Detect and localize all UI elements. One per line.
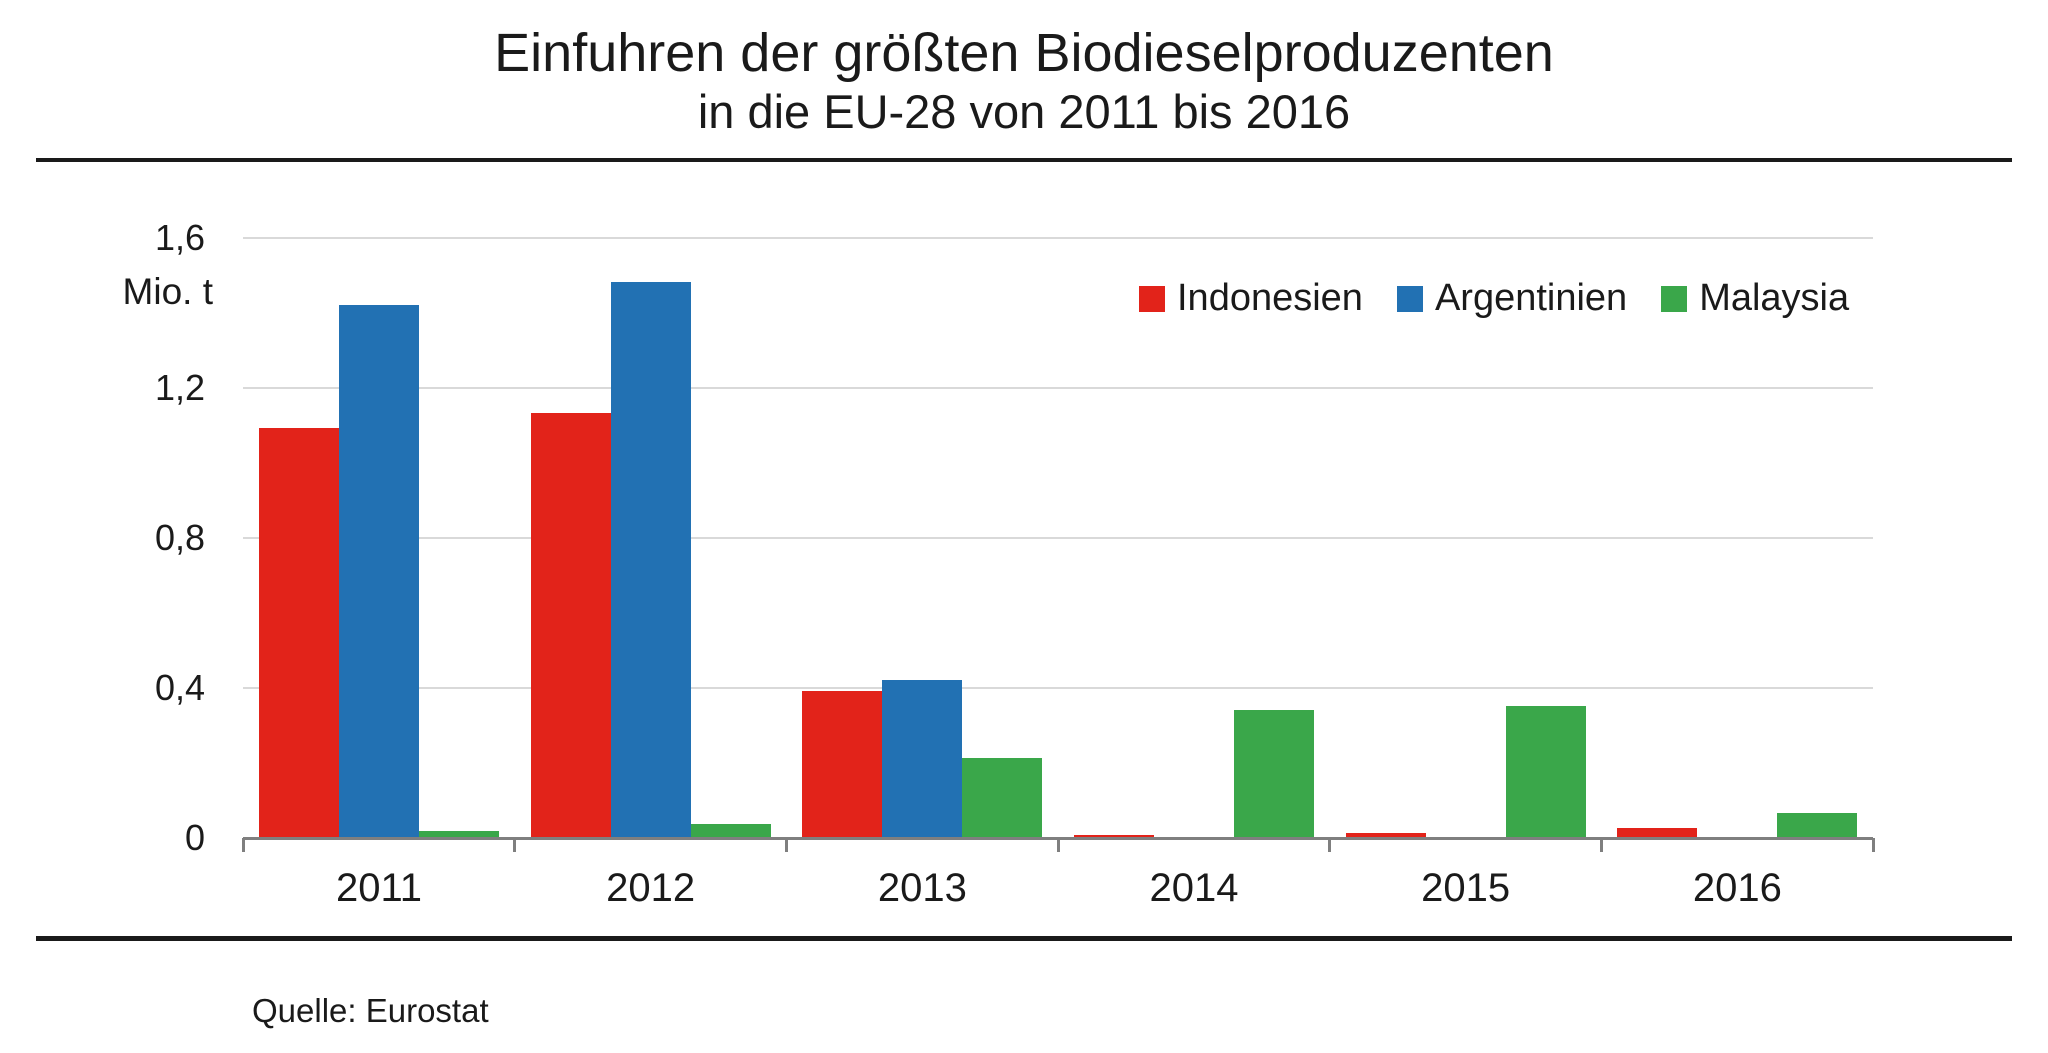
legend-swatch-argentinien-icon [1396, 285, 1423, 312]
x-category-label-2013: 2013 [877, 866, 967, 910]
bar-argentinien-2011 [338, 304, 419, 837]
plot-area [241, 237, 1875, 852]
gridline-0,8 [243, 537, 1873, 539]
bar-malaysia-2011 [418, 831, 499, 837]
y-tick-label-0,4: 0,4 [154, 667, 205, 708]
bar-indonesien-2011 [258, 428, 339, 837]
x-category-label-2015: 2015 [1421, 866, 1511, 910]
y-tick-label-0,8: 0,8 [154, 517, 205, 558]
bar-malaysia-2014 [1233, 709, 1314, 837]
legend-swatch-indonesien-icon [1139, 285, 1165, 312]
title-divider-line [36, 158, 2012, 162]
legend-item-argentinien: Argentinien [1396, 277, 1628, 320]
gridline-0,4 [243, 687, 1873, 689]
chart-title-line-2: in die EU-28 von 2011 bis 2016 [697, 85, 1351, 138]
y-tick-label-0: 0 [184, 817, 205, 858]
legend-label-argentinien: Argentinien [1434, 277, 1628, 319]
bar-indonesien-2014 [1073, 835, 1154, 837]
x-category-label-2011: 2011 [335, 866, 422, 910]
bar-malaysia-2015 [1505, 705, 1586, 837]
x-axis-tick-0 [241, 838, 245, 852]
legend-item-indonesien: Indonesien [1139, 277, 1363, 320]
legend-label-malaysia: Malaysia [1699, 277, 1850, 319]
legend-item-malaysia: Malaysia [1661, 277, 1849, 320]
bar-argentinien-2012 [610, 282, 691, 837]
x-axis-tick-1 [513, 838, 517, 852]
x-axis-tick-4 [1328, 838, 1332, 852]
bar-argentinien-2013 [882, 679, 963, 837]
footer-divider-line [36, 936, 2012, 941]
y-tick-label-1,2: 1,2 [154, 367, 205, 408]
gridline-1,2 [243, 387, 1873, 389]
x-axis-tick-2 [784, 838, 788, 852]
legend-label-indonesien: Indonesien [1177, 277, 1363, 319]
legend-swatch-malaysia-icon [1661, 285, 1688, 312]
chart-title-line-1: Einfuhren der größten Biodieselproduzent… [494, 23, 1554, 83]
bar-malaysia-2012 [690, 823, 771, 837]
legend: Indonesien Argentinien Malaysia [1139, 277, 1849, 320]
bar-malaysia-2016 [1777, 812, 1858, 837]
bar-indonesien-2013 [802, 690, 883, 837]
x-axis-tick-6 [1871, 838, 1875, 852]
y-tick-label-1,6: 1,6 [154, 217, 205, 258]
bar-indonesien-2016 [1617, 827, 1698, 837]
gridline-1,6 [243, 237, 1873, 239]
x-category-label-2012: 2012 [606, 866, 696, 910]
x-category-label-2014: 2014 [1149, 866, 1239, 910]
bar-indonesien-2015 [1345, 833, 1426, 837]
bar-malaysia-2013 [962, 758, 1043, 837]
x-axis-tick-3 [1056, 838, 1060, 852]
bar-indonesien-2012 [530, 413, 611, 837]
y-axis-unit-label: Mio. t [122, 271, 213, 312]
source-label: Quelle: Eurostat [252, 992, 489, 1029]
x-axis-tick-5 [1599, 838, 1603, 852]
x-category-label-2016: 2016 [1692, 866, 1782, 910]
